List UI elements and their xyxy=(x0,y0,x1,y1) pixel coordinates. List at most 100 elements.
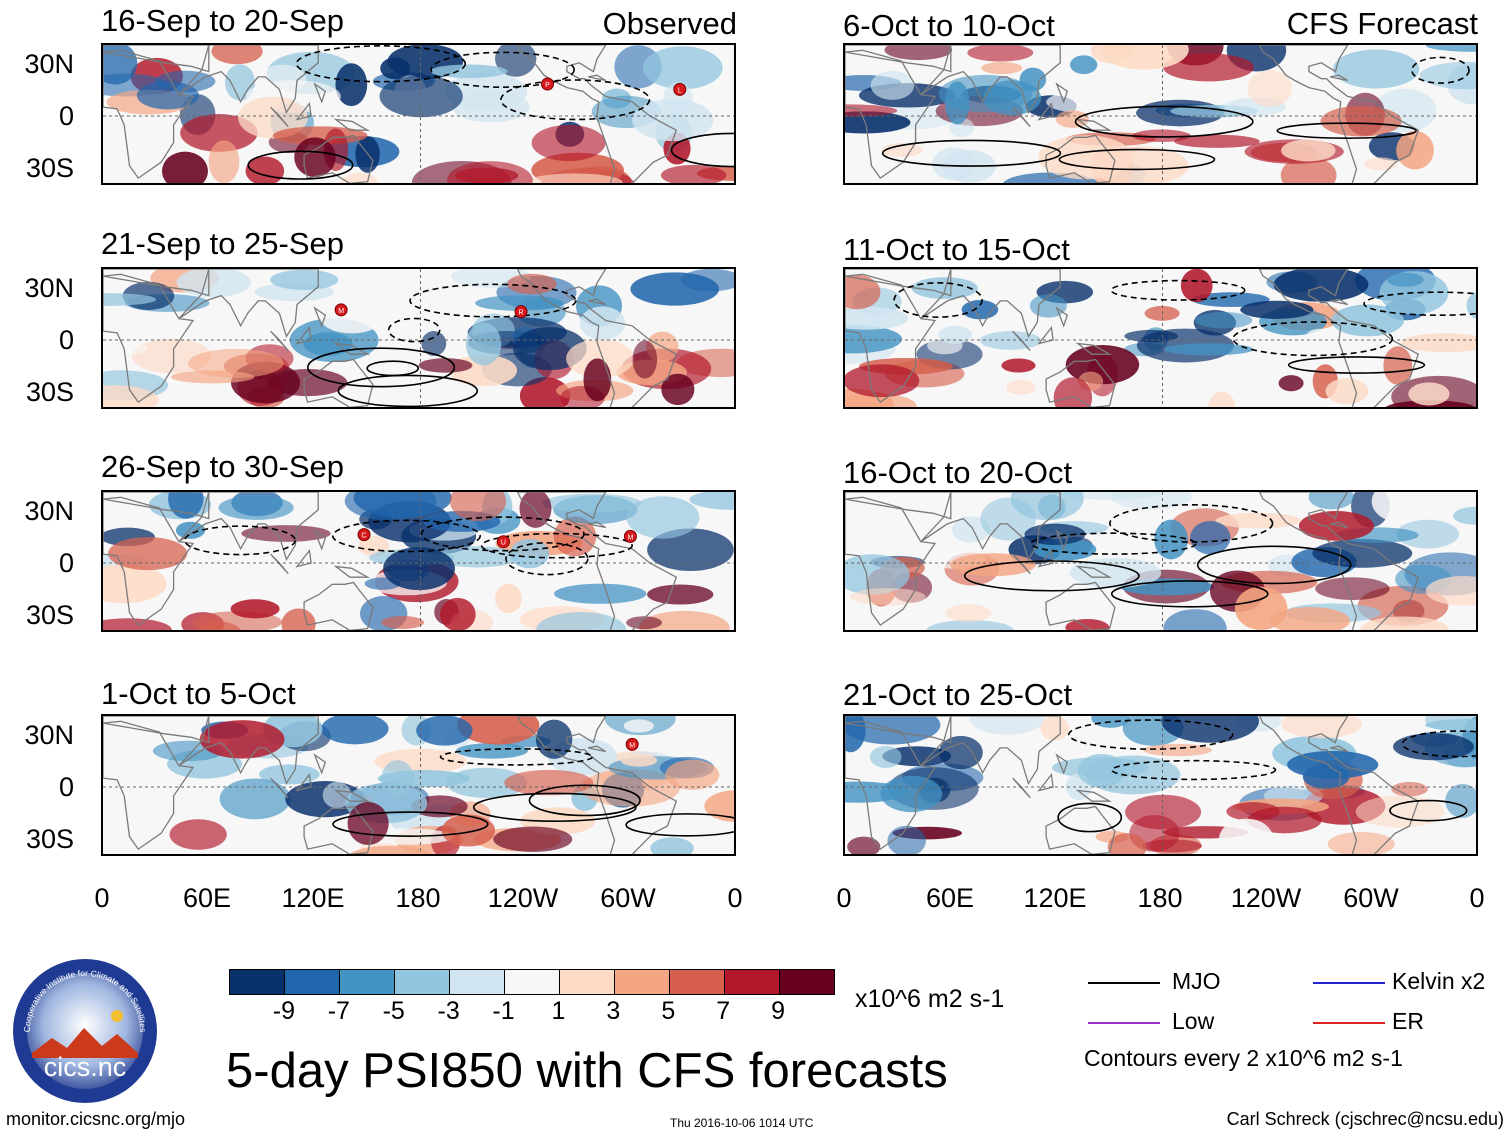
coastline xyxy=(1075,565,1113,578)
coastline xyxy=(313,753,327,775)
coastline xyxy=(1258,492,1420,630)
mjo-contour xyxy=(1363,291,1476,317)
map-panel-observed-4: M xyxy=(101,714,736,856)
psi-anomaly-blob xyxy=(1278,375,1304,392)
legend-label-er: ER xyxy=(1392,1008,1424,1034)
psi-anomaly-blob xyxy=(455,743,528,759)
tropical-cyclone-marker: C xyxy=(357,528,371,542)
psi-anomaly-blob xyxy=(982,80,1042,116)
psi-anomaly-blob xyxy=(493,826,573,852)
coastline xyxy=(270,330,289,352)
psi-anomaly-blob xyxy=(1055,110,1089,128)
observed-panel-4-title: 1-Oct to 5-Oct xyxy=(101,676,296,711)
psi-anomaly-blob xyxy=(869,746,902,768)
psi-anomaly-blob xyxy=(531,124,606,162)
coastline xyxy=(845,720,937,851)
tropical-cyclone-marker: U xyxy=(496,535,510,549)
psi850-map: PL xyxy=(103,45,734,183)
lon-label-0: 0 xyxy=(1469,883,1485,913)
coastline xyxy=(1012,553,1031,575)
psi-anomaly-blob xyxy=(938,735,983,770)
coastline xyxy=(303,358,374,407)
coastline xyxy=(1045,134,1116,183)
psi-anomaly-blob xyxy=(1287,750,1379,779)
coastline xyxy=(1055,306,1069,328)
mjo-contour xyxy=(500,79,651,121)
coastline xyxy=(333,565,371,578)
psi-anomaly-blob xyxy=(1077,753,1126,788)
psi-anomaly-blob xyxy=(208,140,240,183)
psi-anomaly-blob xyxy=(845,554,910,595)
mjo-contour xyxy=(247,150,354,180)
psi-anomaly-blob xyxy=(1312,538,1413,568)
coastline xyxy=(1075,118,1113,131)
lat-label-30n: 30N xyxy=(24,273,74,303)
psi-anomaly-blob xyxy=(926,620,1014,630)
coastline xyxy=(920,716,1061,786)
forecast-panel-4-title: 21-Oct to 25-Oct xyxy=(843,677,1073,712)
coastline xyxy=(1037,548,1054,568)
colorbar-cell xyxy=(394,970,449,994)
psi-anomaly-blob xyxy=(535,719,573,759)
psi-anomaly-blob xyxy=(259,764,320,785)
psi-anomaly-blob xyxy=(689,492,734,510)
psi-anomaly-blob xyxy=(1281,139,1336,162)
psi-anomaly-blob xyxy=(1100,45,1189,70)
colorbar-tick-label: 5 xyxy=(661,997,676,1025)
psi-anomaly-blob xyxy=(377,769,470,788)
tropical-cyclone-marker: M xyxy=(625,737,639,751)
psi-anomaly-blob xyxy=(845,393,917,407)
mjo-contour xyxy=(337,374,479,407)
psi-anomaly-blob xyxy=(154,70,216,93)
mjo-contour xyxy=(331,519,481,553)
coastline xyxy=(920,269,1061,339)
colorbar-cell xyxy=(559,970,614,994)
psi-anomaly-blob xyxy=(504,769,594,796)
coastline xyxy=(845,269,952,297)
psi-anomaly-blob xyxy=(632,99,714,142)
psi-anomaly-blob xyxy=(525,173,623,183)
psi-anomaly-blob xyxy=(932,147,976,181)
psi-anomaly-blob xyxy=(845,364,920,398)
observed-panel-2-title: 21-Sep to 25-Sep xyxy=(101,226,345,261)
colorbar-cell xyxy=(339,970,394,994)
psi-anomaly-blob xyxy=(566,339,635,378)
psi-anomaly-blob xyxy=(103,293,157,306)
psi-anomaly-blob xyxy=(383,547,456,591)
lat-label-30s: 30S xyxy=(25,377,74,407)
footer-timestamp: Thu 2016-10-06 1014 UTC xyxy=(670,1116,814,1130)
psi-anomaly-blob xyxy=(1360,616,1449,630)
map-panel-forecast-2 xyxy=(843,267,1478,409)
lat-label-0: 0 xyxy=(58,101,74,131)
psi-anomaly-blob xyxy=(224,64,256,101)
psi-anomaly-blob xyxy=(434,546,520,568)
mjo-contour xyxy=(505,542,589,576)
psi-anomaly-blob xyxy=(1191,292,1270,308)
colorbar-units: x10^6 m2 s-1 xyxy=(855,985,1005,1013)
coastline xyxy=(103,49,195,180)
coastline xyxy=(103,720,195,851)
map-panel-forecast-3 xyxy=(843,490,1478,632)
mjo-contour xyxy=(1109,503,1274,543)
psi-anomaly-blob xyxy=(1163,53,1254,82)
colorbar-tick-label: 9 xyxy=(771,997,786,1025)
psi850-map: C U M xyxy=(103,492,734,630)
coastline xyxy=(333,789,371,802)
legend-line-low xyxy=(1088,1022,1160,1024)
psi-anomaly-blob xyxy=(626,496,700,539)
psi-anomaly-blob xyxy=(344,492,437,521)
psi-anomaly-blob xyxy=(1386,272,1424,287)
psi-anomaly-blob xyxy=(335,63,368,107)
mjo-contour xyxy=(1067,719,1234,750)
psi-anomaly-blob xyxy=(441,814,496,847)
psi-anomaly-blob xyxy=(620,754,658,767)
coastline xyxy=(1329,745,1349,753)
psi-anomaly-blob xyxy=(647,528,734,572)
coastline xyxy=(103,273,195,404)
lat-label-30n: 30N xyxy=(24,496,74,526)
coastline xyxy=(303,805,374,854)
cfs-forecast-label: CFS Forecast xyxy=(1286,6,1478,41)
psi-anomaly-blob xyxy=(1218,818,1274,854)
